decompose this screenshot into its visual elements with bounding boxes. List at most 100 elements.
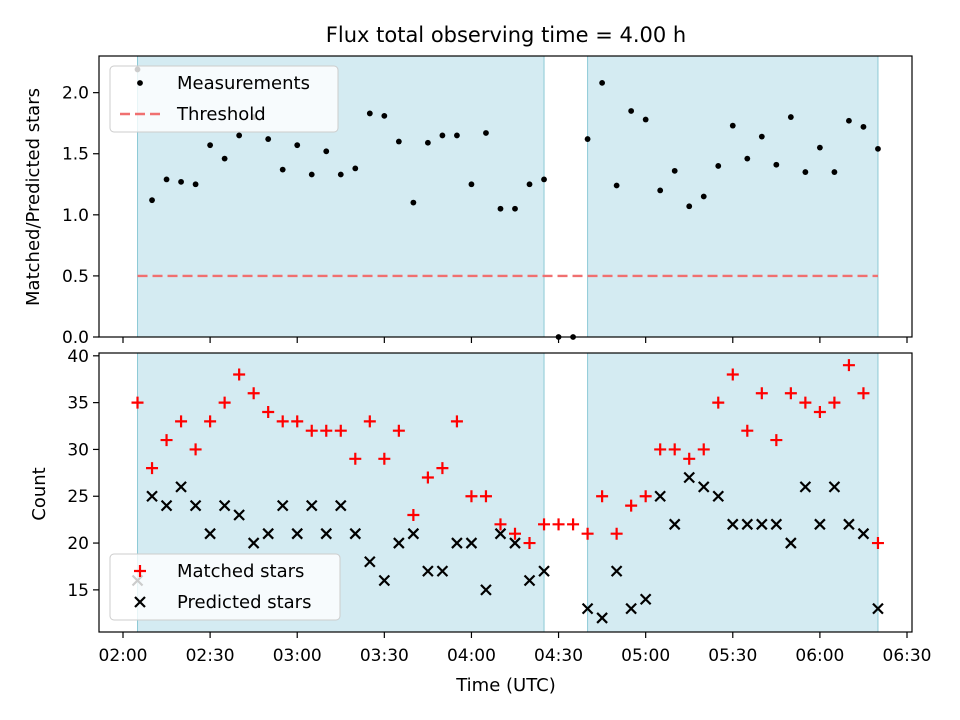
- y-tick-label: 35: [67, 394, 89, 414]
- x-axis-label: Time (UTC): [455, 675, 556, 696]
- matched-stars-point: [175, 415, 188, 428]
- predicted-stars-point: [262, 527, 274, 540]
- measurement-point: [729, 122, 736, 129]
- x-tick-label: 02:30: [186, 646, 235, 666]
- matched-stars-point: [450, 415, 463, 428]
- predicted-stars-point: [451, 537, 463, 549]
- matched-stars-point: [697, 443, 710, 456]
- matched-stars-point: [291, 415, 304, 428]
- y-tick-label: 0.5: [62, 267, 89, 287]
- measurement-point: [875, 145, 881, 152]
- predicted-stars-point: [872, 602, 884, 615]
- measurement-point: [860, 123, 867, 130]
- matched-stars-point: [610, 527, 623, 540]
- matched-stars-point: [712, 396, 725, 409]
- matched-stars-point: [378, 452, 391, 465]
- matched-stars-point: [407, 508, 420, 521]
- predicted-stars-point: [756, 518, 768, 531]
- matched-stars-point: [523, 537, 536, 550]
- measurement-point: [483, 130, 489, 136]
- observing-window: [587, 352, 879, 633]
- matched-stars-point: [334, 424, 347, 437]
- predicted-stars-point: [305, 499, 318, 512]
- measurement-point: [526, 181, 533, 188]
- predicted-stars-point: [596, 612, 608, 624]
- predicted-stars-point: [407, 527, 420, 540]
- predicted-stars-point: [741, 518, 754, 531]
- panel-ratio: 0.0 0.5 1.0 1.5 2.0 Measurements Threshold Ma…: [23, 55, 913, 348]
- matched-stars-point: [857, 387, 870, 400]
- matched-stars-point: [363, 415, 376, 428]
- measurement-point: [424, 139, 431, 146]
- predicted-stars-point: [218, 499, 231, 512]
- measurement-point: [497, 205, 504, 212]
- predicted-stars-point: [785, 537, 797, 549]
- predicted-stars-point: [189, 499, 202, 512]
- measurement-point: [700, 193, 707, 200]
- predicted-stars-point: [378, 574, 391, 587]
- predicted-stars-point: [683, 471, 695, 484]
- measurement-point: [671, 167, 678, 174]
- matched-stars-point: [479, 490, 492, 503]
- matched-stars-point: [755, 387, 768, 400]
- predicted-stars-point: [233, 509, 245, 521]
- matched-stars-point: [494, 518, 507, 531]
- axes-frame: [98, 55, 913, 338]
- matched-stars-point: [683, 452, 696, 465]
- predicted-stars-point: [320, 527, 333, 540]
- matched-stars-point: [828, 396, 841, 409]
- measurement-point: [541, 176, 547, 183]
- matched-stars-point: [421, 471, 434, 484]
- measurement-point: [410, 199, 417, 206]
- measurement-point: [715, 163, 722, 169]
- measurement-point: [221, 155, 228, 162]
- measurement-point: [613, 182, 620, 189]
- matched-stars-point: [204, 415, 217, 428]
- measurement-point: [758, 133, 765, 140]
- matched-stars-point: [320, 424, 333, 437]
- matched-stars-point: [726, 368, 739, 381]
- predicted-stars-point: [843, 518, 855, 531]
- matched-stars-point: [146, 462, 159, 475]
- matched-stars-point: [218, 396, 231, 409]
- measurement-point: [308, 171, 315, 178]
- measurement-point: [831, 169, 838, 175]
- matched-stars-point: [596, 490, 609, 503]
- matched-stars-point: [262, 405, 275, 418]
- predicted-stars-point: [697, 481, 710, 493]
- measurement-point: [584, 136, 591, 142]
- x-tick-label: 05:30: [708, 646, 757, 666]
- predicted-stars-point: [639, 593, 652, 606]
- predicted-stars-point: [799, 481, 812, 493]
- predicted-stars-point: [436, 565, 449, 577]
- matched-stars-point: [567, 518, 580, 531]
- measurement-point: [787, 114, 794, 120]
- matched-stars-point: [436, 462, 449, 475]
- y-tick-label: 20: [67, 534, 89, 554]
- predicted-stars-point: [625, 602, 637, 615]
- measurement-point: [381, 112, 388, 119]
- measurement-point: [802, 169, 809, 175]
- y-tick-label: 15: [67, 581, 89, 601]
- measurement-point: [207, 142, 214, 149]
- matched-stars-point: [233, 368, 246, 381]
- matched-stars-point: [465, 490, 478, 503]
- matched-stars-point: [871, 537, 884, 550]
- measurement-point: [657, 187, 664, 194]
- matched-stars-point: [668, 443, 681, 456]
- predicted-stars-point: [422, 565, 434, 577]
- predicted-stars-point: [349, 527, 362, 540]
- measurement-point: [468, 181, 475, 188]
- predicted-stars-point: [465, 537, 478, 549]
- predicted-stars-point: [364, 556, 376, 568]
- predicted-stars-point: [393, 537, 405, 549]
- measurement-point: [236, 132, 243, 139]
- legend-matched-swatch: [134, 565, 146, 577]
- matched-stars-point: [509, 527, 521, 540]
- predicted-stars-point: [712, 490, 725, 503]
- predicted-stars-point: [509, 537, 521, 549]
- legend-label: Matched stars: [177, 561, 304, 582]
- predicted-stars-point: [814, 518, 826, 531]
- measurement-point: [846, 117, 852, 124]
